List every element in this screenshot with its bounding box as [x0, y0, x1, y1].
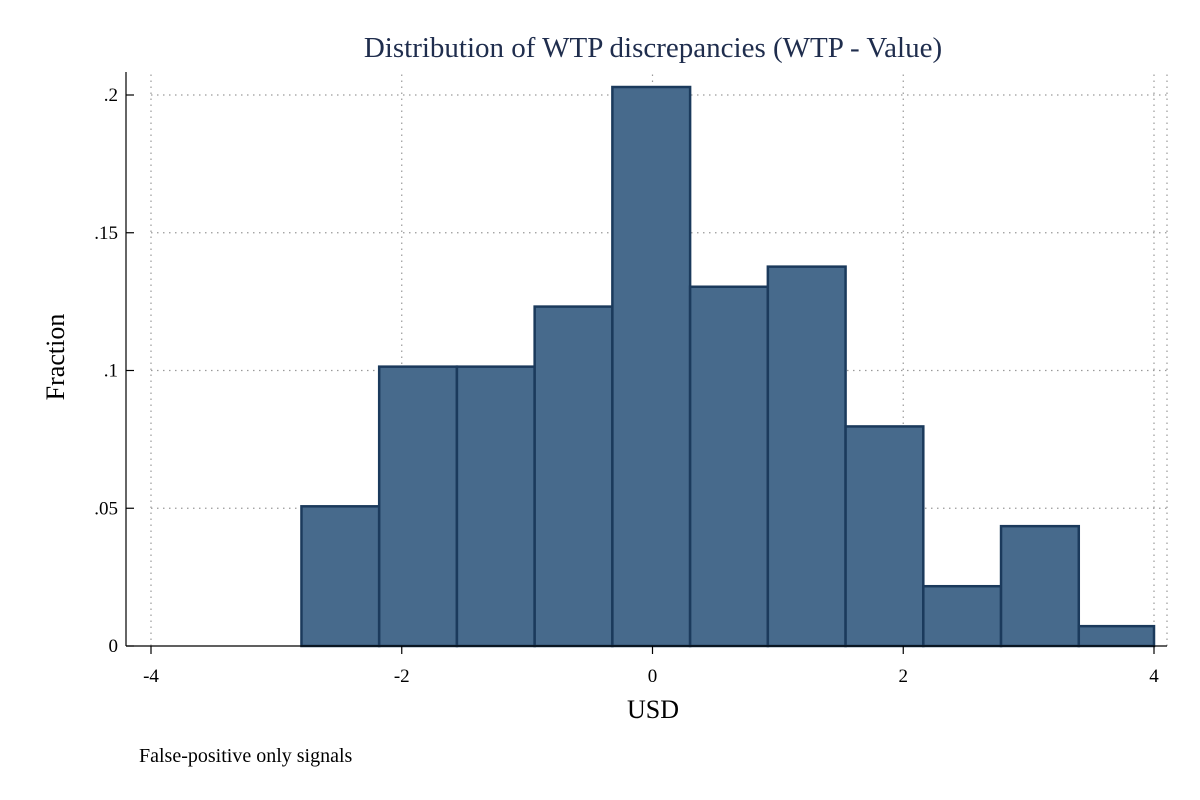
histogram-bar: [999, 524, 1081, 648]
ticks-layer: 0 .05 .1 .15 .2 -4 -2 0 2 4: [94, 85, 1159, 687]
histogram-bar: [766, 265, 847, 648]
histogram-bar: [688, 285, 770, 648]
histogram-bar: [533, 305, 614, 648]
y-tick-label: .15: [94, 223, 118, 244]
histogram-bar: [611, 85, 692, 648]
y-tick-label: .2: [104, 85, 118, 106]
x-tick-label: -4: [143, 666, 159, 687]
x-axis-title: USD: [627, 695, 679, 724]
histogram-bar: [844, 425, 925, 648]
y-tick-label: .05: [94, 498, 118, 519]
axes-layer: [125, 72, 1167, 647]
x-tick-label: 0: [648, 666, 658, 687]
histogram-bar: [377, 365, 459, 648]
y-tick-label: .1: [104, 361, 118, 382]
x-tick-label: 2: [899, 666, 909, 687]
histogram-bar: [300, 505, 381, 648]
histogram-bar: [922, 584, 1003, 648]
histogram-bar: [1077, 624, 1156, 648]
x-tick-label: 4: [1149, 666, 1159, 687]
chart-title: Distribution of WTP discrepancies (WTP -…: [364, 32, 942, 64]
y-tick-label: 0: [109, 636, 119, 657]
histogram-bar: [455, 365, 536, 648]
x-tick-label: -2: [394, 666, 410, 687]
y-axis-title: Fraction: [41, 314, 70, 401]
bars-layer: [300, 85, 1156, 648]
chart-note: False-positive only signals: [139, 745, 353, 767]
